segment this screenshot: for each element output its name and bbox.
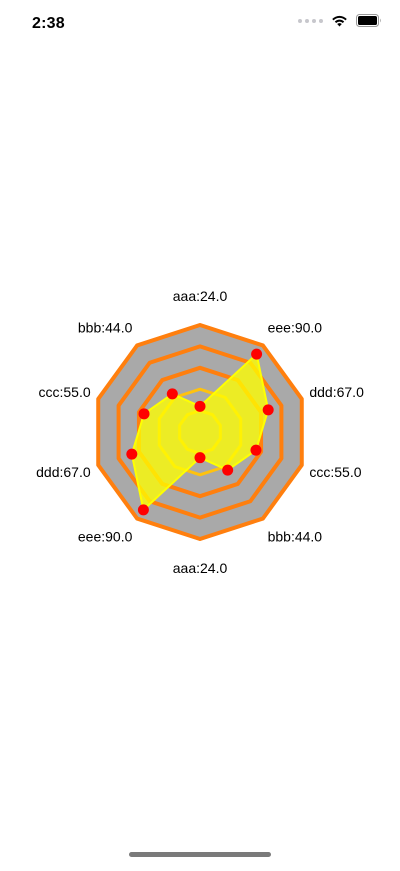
- radar-axis-label-7: ddd:67.0: [36, 464, 91, 480]
- radar-point-eee-6: [138, 504, 149, 515]
- radar-axis-label-6: eee:90.0: [78, 528, 133, 544]
- radar-axis-label-2: ddd:67.0: [309, 384, 364, 400]
- radar-axis-label-1: eee:90.0: [268, 320, 323, 336]
- radar-point-ddd-2: [263, 404, 274, 415]
- radar-axis-label-0: aaa:24.0: [173, 288, 228, 304]
- radar-point-ccc-3: [250, 445, 261, 456]
- radar-point-bbb-4: [222, 465, 233, 476]
- home-indicator[interactable]: [129, 852, 271, 857]
- radar-point-ccc-8: [139, 408, 150, 419]
- radar-point-bbb-9: [167, 388, 178, 399]
- radar-point-eee-1: [251, 349, 262, 360]
- radar-axis-label-4: bbb:44.0: [268, 528, 323, 544]
- radar-axis-label-9: bbb:44.0: [78, 320, 133, 336]
- radar-axis-label-8: ccc:55.0: [38, 384, 90, 400]
- radar-axis-label-5: aaa:24.0: [173, 560, 228, 576]
- radar-point-aaa-0: [195, 401, 206, 412]
- radar-point-ddd-7: [126, 449, 137, 460]
- radar-point-aaa-5: [195, 452, 206, 463]
- radar-axis-label-3: ccc:55.0: [309, 464, 361, 480]
